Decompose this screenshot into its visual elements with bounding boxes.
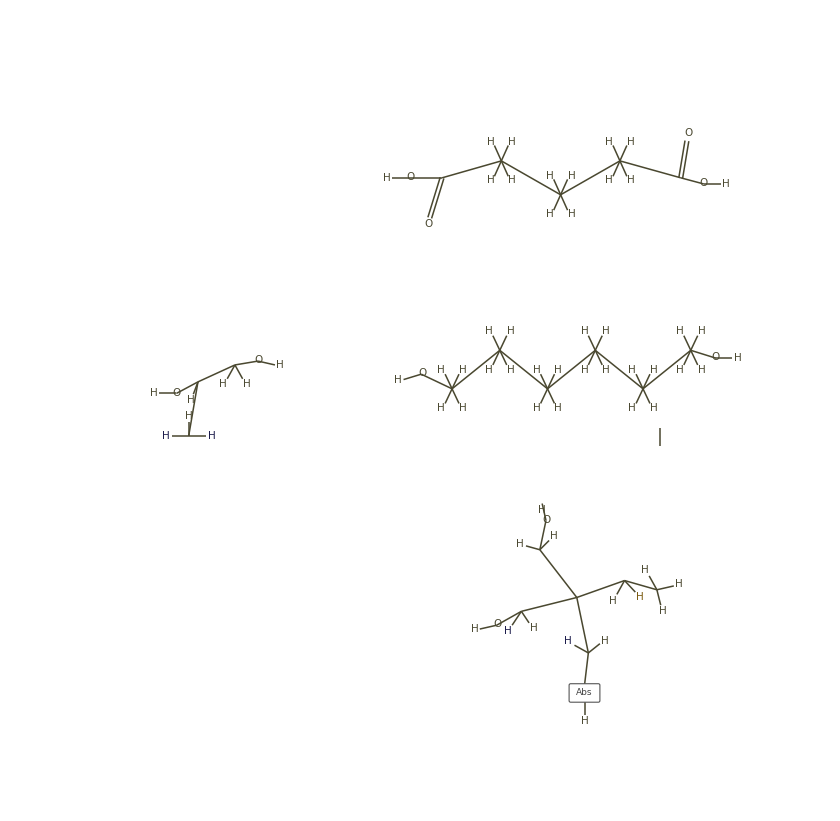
Text: H: H <box>507 326 514 336</box>
Text: H: H <box>606 175 613 186</box>
Text: H: H <box>508 136 516 147</box>
Text: H: H <box>659 607 667 617</box>
Text: H: H <box>627 175 634 186</box>
Text: H: H <box>459 403 467 413</box>
Text: H: H <box>580 365 588 374</box>
Text: H: H <box>734 353 742 363</box>
Text: H: H <box>641 565 648 575</box>
Text: H: H <box>538 506 546 516</box>
Text: H: H <box>676 326 684 336</box>
Text: H: H <box>698 326 706 336</box>
Text: H: H <box>162 431 170 441</box>
Text: H: H <box>486 326 493 336</box>
Text: H: H <box>508 175 516 186</box>
Text: H: H <box>507 365 514 374</box>
Text: H: H <box>394 374 402 384</box>
Text: H: H <box>568 171 575 181</box>
Text: H: H <box>602 326 610 336</box>
Text: H: H <box>627 136 634 147</box>
Text: H: H <box>486 175 495 186</box>
Text: H: H <box>185 410 192 420</box>
Text: H: H <box>486 365 493 374</box>
Text: H: H <box>243 379 250 389</box>
Text: H: H <box>554 403 562 413</box>
Text: H: H <box>568 209 575 219</box>
Text: H: H <box>530 623 538 633</box>
Text: O: O <box>254 355 262 365</box>
Text: H: H <box>276 360 284 370</box>
Text: H: H <box>606 136 613 147</box>
Text: H: H <box>609 595 617 606</box>
Text: O: O <box>542 515 550 525</box>
Text: H: H <box>722 179 730 189</box>
FancyBboxPatch shape <box>570 684 600 702</box>
Text: H: H <box>546 209 554 219</box>
Text: H: H <box>601 635 609 645</box>
Text: O: O <box>700 178 708 188</box>
Text: O: O <box>711 352 720 362</box>
Text: H: H <box>533 403 541 413</box>
Text: O: O <box>172 388 181 397</box>
Text: H: H <box>675 580 683 589</box>
Text: O: O <box>425 219 433 229</box>
Text: H: H <box>438 365 445 374</box>
Text: H: H <box>459 365 467 374</box>
Text: O: O <box>493 619 501 630</box>
Text: Abs: Abs <box>576 689 593 698</box>
Text: H: H <box>628 365 636 374</box>
Text: H: H <box>383 173 391 183</box>
Text: H: H <box>546 171 554 181</box>
Text: O: O <box>418 369 426 378</box>
Text: H: H <box>650 403 658 413</box>
Text: H: H <box>550 531 558 541</box>
Text: H: H <box>516 539 523 548</box>
Text: H: H <box>602 365 610 374</box>
Text: H: H <box>486 136 495 147</box>
Text: H: H <box>554 365 562 374</box>
Text: H: H <box>150 388 158 398</box>
Text: H: H <box>628 403 636 413</box>
Text: H: H <box>208 431 216 441</box>
Text: H: H <box>580 326 588 336</box>
Text: O: O <box>407 172 415 182</box>
Text: H: H <box>438 403 445 413</box>
Text: H: H <box>698 365 706 374</box>
Text: H: H <box>533 365 541 374</box>
Text: H: H <box>219 379 228 389</box>
Text: H: H <box>187 396 195 406</box>
Text: H: H <box>504 626 512 636</box>
Text: H: H <box>650 365 658 374</box>
Text: H: H <box>676 365 684 374</box>
Text: H: H <box>564 635 572 645</box>
Text: H: H <box>580 717 588 727</box>
Text: H: H <box>470 624 478 634</box>
Text: H: H <box>636 593 643 603</box>
Text: O: O <box>685 128 692 138</box>
